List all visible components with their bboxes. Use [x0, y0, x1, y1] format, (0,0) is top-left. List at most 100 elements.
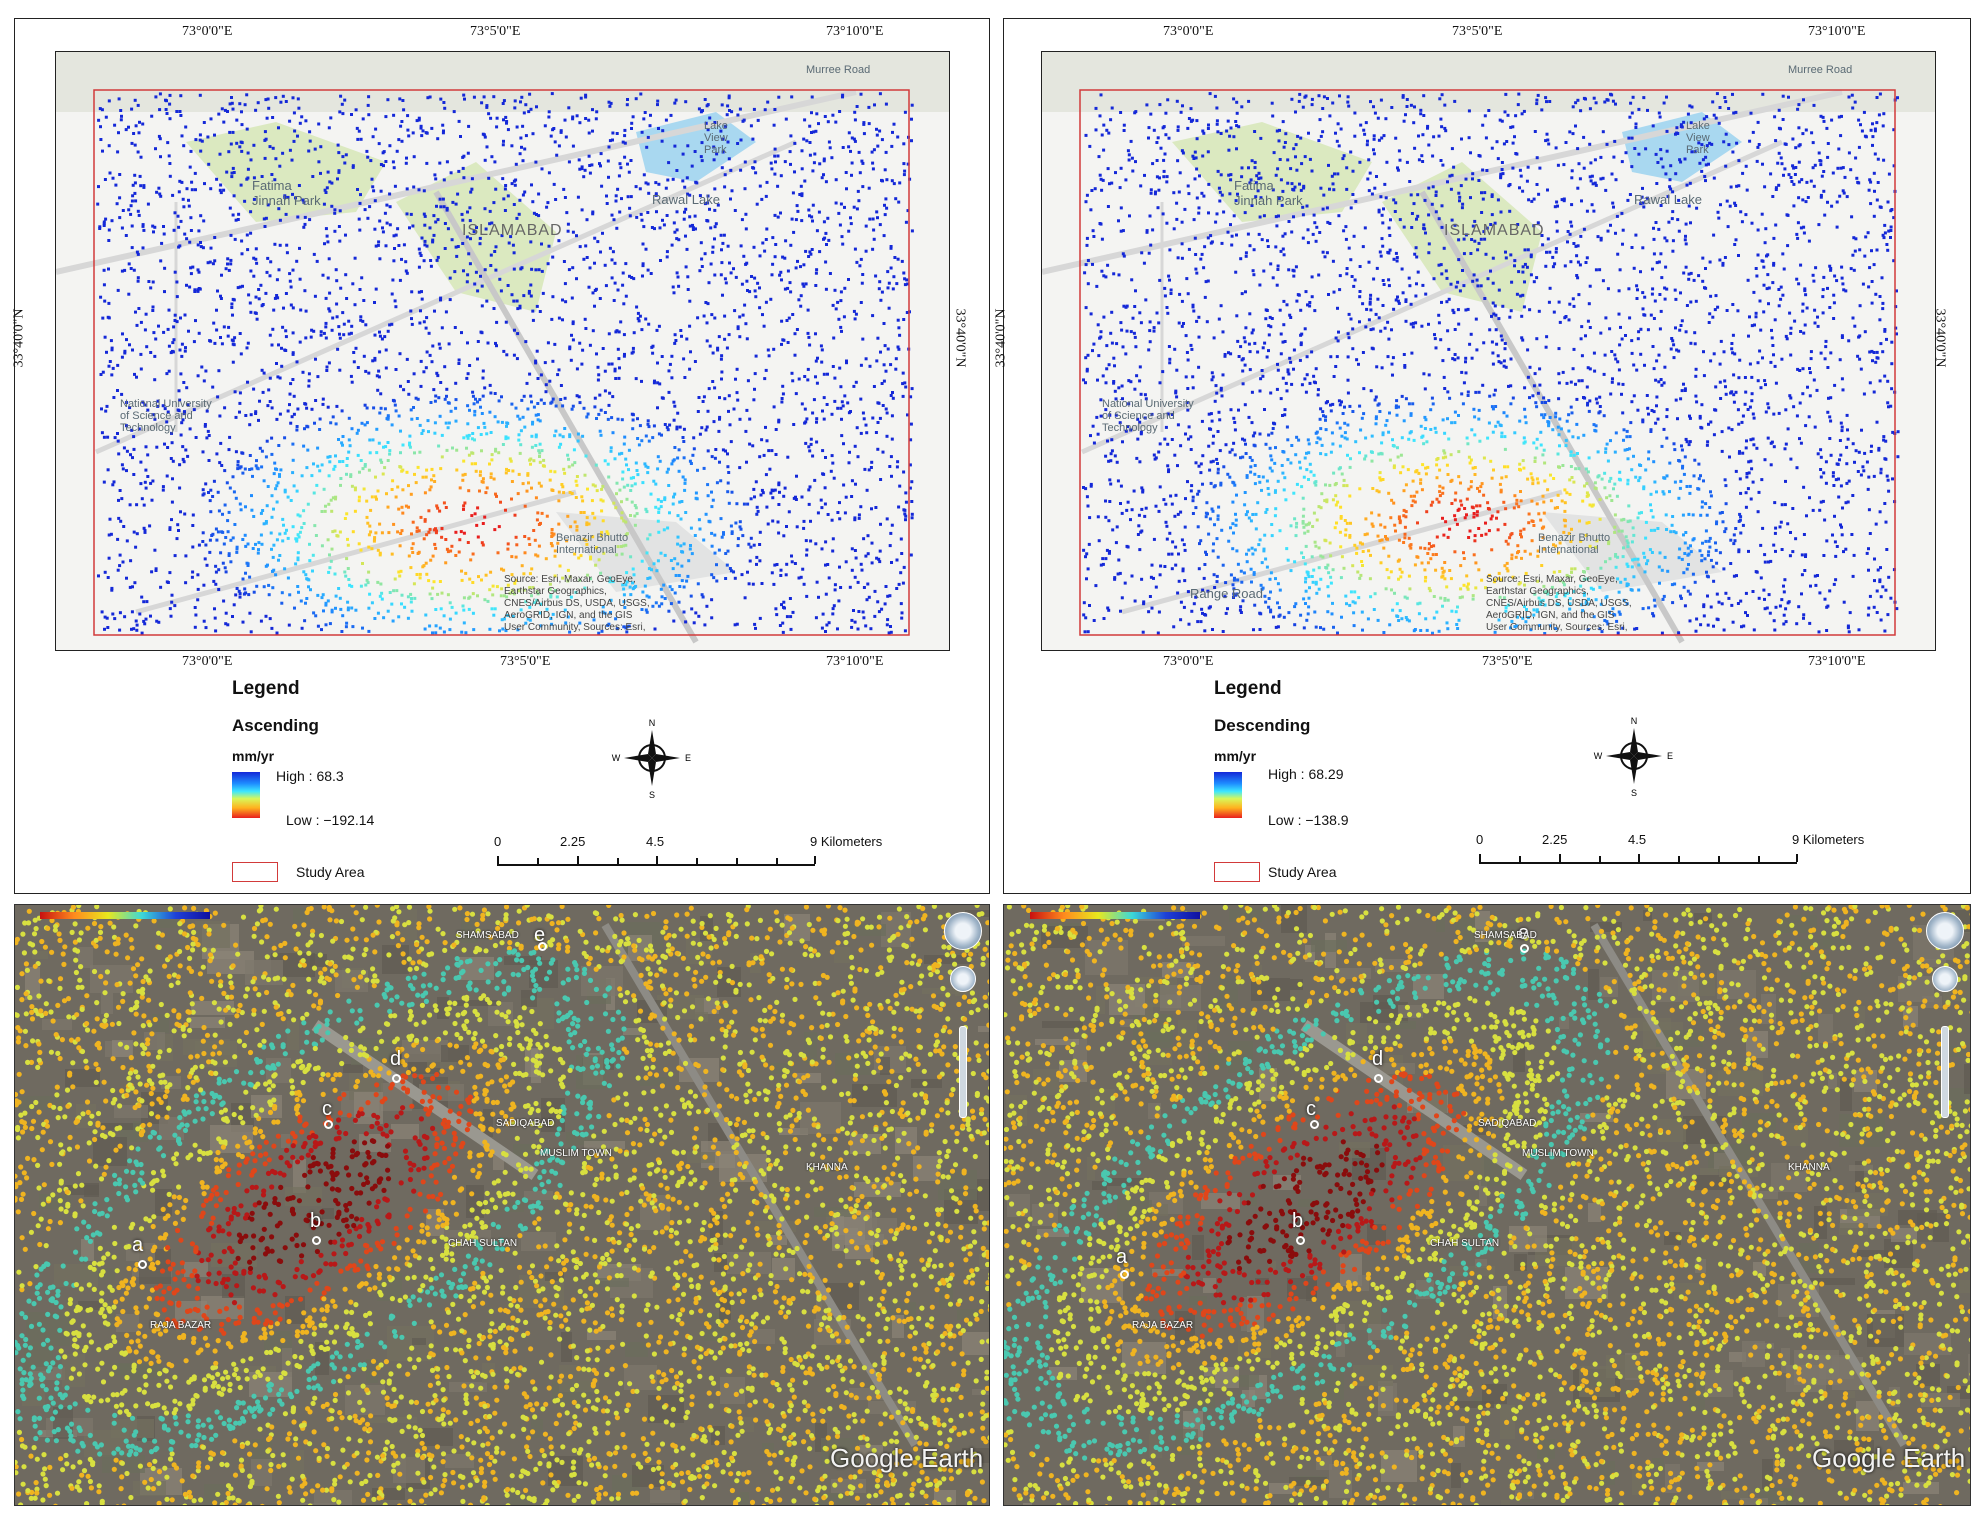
airport-label: Benazir Bhutto International [556, 532, 629, 556]
park-label-r: Fatima Jinnah Park [1234, 178, 1303, 208]
lake-label-r: Rawal Lake [1634, 192, 1702, 207]
descending-map-panel [1003, 18, 1971, 894]
descending-map-frame [1041, 51, 1936, 651]
point-label-c-r: c [1306, 1098, 1316, 1120]
attribution-text: Source: Esri, Maxar, GeoEye, Earthstar G… [504, 574, 650, 633]
lake-view-label: Lake View Park [704, 120, 728, 156]
top-lon-label-2: 73°5'0"E [470, 24, 521, 39]
google-earth-ascending [14, 904, 990, 1506]
lake-view-label-r: Lake View Park [1686, 120, 1710, 156]
ge-imagery [15, 905, 989, 1505]
east-letter-r: E [1667, 751, 1673, 761]
scale-label-r1: 2.25 [1542, 832, 1568, 847]
ramp-high-label-r: High : 68.29 [1268, 766, 1344, 782]
ramp-low-label: Low : −192.14 [286, 812, 375, 828]
place-sadiqabad-r: SADIQABAD [1478, 1118, 1537, 1129]
place-shamsabad: SHAMSABAD [456, 930, 519, 941]
east-letter: E [685, 753, 691, 763]
west-letter: W [612, 753, 621, 763]
place-muslim-town-r: MUSLIM TOWN [1522, 1148, 1594, 1159]
left-lat-label-r: 33°40'0"N [993, 308, 1009, 368]
ge-look-icon[interactable] [950, 966, 976, 992]
city-label: ISLAMABAD [462, 222, 563, 239]
study-area-label-r: Study Area [1268, 864, 1337, 880]
ramp-high-label: High : 68.3 [276, 768, 344, 784]
point-label-a-r: a [1116, 1246, 1128, 1268]
place-khanna: KHANNA [806, 1162, 848, 1173]
bottom-lon-label-r3: 73°10'0"E [1808, 654, 1866, 669]
ascending-map-frame [55, 51, 950, 651]
orbit-label: Ascending [232, 716, 319, 735]
murree-road-label: Murree Road [806, 64, 871, 76]
ge-look-icon-r[interactable] [1932, 966, 1958, 992]
google-earth-descending [1003, 904, 1971, 1506]
ge-color-bar [40, 912, 210, 919]
point-marker-d [392, 1074, 401, 1083]
point-label-d: d [390, 1048, 402, 1070]
top-lon-label-r1: 73°0'0"E [1163, 24, 1214, 39]
point-marker-d-r [1374, 1074, 1383, 1083]
place-chah-sultan: CHAH SULTAN [448, 1238, 518, 1249]
scale-label-r2: 4.5 [1628, 832, 1647, 847]
place-raja-bazar: RAJA BAZAR [150, 1320, 212, 1331]
south-letter-r: S [1631, 788, 1637, 798]
park-label: Fatima Jinnah Park [252, 178, 321, 208]
study-area-label: Study Area [296, 864, 365, 880]
place-sadiqabad: SADIQABAD [496, 1118, 555, 1129]
city-label-r: ISLAMABAD [1444, 222, 1545, 239]
ge-zoom-slider-r[interactable] [1941, 1026, 1949, 1118]
ge-imagery-r [1004, 905, 1970, 1505]
scale-label-r0: 0 [1476, 832, 1484, 847]
top-lon-label-1: 73°0'0"E [182, 24, 233, 39]
scale-label-2: 4.5 [646, 834, 665, 849]
legend-title: Legend [232, 678, 300, 699]
university-label-r: National University of Science and Techn… [1102, 398, 1194, 434]
ge-navigation-icon[interactable] [944, 912, 982, 950]
bottom-lon-label-1: 73°0'0"E [182, 654, 233, 669]
google-earth-logo-r: Google Earth [1812, 1443, 1966, 1473]
place-khanna-r: KHANNA [1788, 1162, 1830, 1173]
point-marker-a-r [1120, 1270, 1129, 1279]
murree-road-label-r: Murree Road [1788, 64, 1853, 76]
point-marker-c-r [1310, 1120, 1319, 1129]
scale-label-3: 9 Kilometers [810, 834, 883, 849]
north-arrow-icon: N S E W [612, 718, 691, 800]
ge-navigation-icon-r[interactable] [1926, 912, 1964, 950]
color-ramp [232, 772, 260, 818]
point-label-a: a [132, 1234, 144, 1256]
top-lon-label-r2: 73°5'0"E [1452, 24, 1503, 39]
point-marker-c [324, 1120, 333, 1129]
scale-label-r3: 9 Kilometers [1792, 832, 1865, 847]
point-label-b-r: b [1292, 1210, 1304, 1232]
bottom-lon-label-3: 73°10'0"E [826, 654, 884, 669]
right-lat-label-r: 33°40'0"N [1932, 308, 1948, 368]
point-marker-e [538, 942, 547, 951]
bottom-lon-label-r1: 73°0'0"E [1163, 654, 1214, 669]
place-shamsabad-r: SHAMSABAD [1474, 930, 1537, 941]
airport-label-r: Benazir Bhutto International [1538, 532, 1611, 556]
study-area-swatch [232, 862, 278, 882]
scale-label-0: 0 [494, 834, 502, 849]
north-arrow-icon-r: N S E W [1594, 716, 1673, 798]
right-lat-label: 33°40'0"N [952, 308, 968, 368]
ramp-low-label-r: Low : −138.9 [1268, 812, 1349, 828]
west-letter-r: W [1594, 751, 1603, 761]
lake-label: Rawal Lake [652, 192, 720, 207]
scale-label-1: 2.25 [560, 834, 586, 849]
ge-zoom-slider[interactable] [959, 1026, 967, 1118]
point-marker-b [312, 1236, 321, 1245]
south-letter: S [649, 790, 655, 800]
google-earth-logo: Google Earth [830, 1443, 984, 1473]
color-ramp-r [1214, 772, 1242, 818]
place-chah-sultan-r: CHAH SULTAN [1430, 1238, 1500, 1249]
left-lat-label: 33°40'0"N [11, 308, 27, 368]
top-lon-label-r3: 73°10'0"E [1808, 24, 1866, 39]
point-marker-b-r [1296, 1236, 1305, 1245]
range-road-label-r: Range Road [1190, 586, 1263, 601]
point-marker-a [138, 1260, 147, 1269]
ascending-basemap [56, 52, 949, 650]
ge-color-bar-r [1030, 912, 1200, 919]
unit-label: mm/yr [232, 748, 275, 764]
north-letter-r: N [1631, 716, 1638, 726]
bottom-lon-label-2: 73°5'0"E [500, 654, 551, 669]
